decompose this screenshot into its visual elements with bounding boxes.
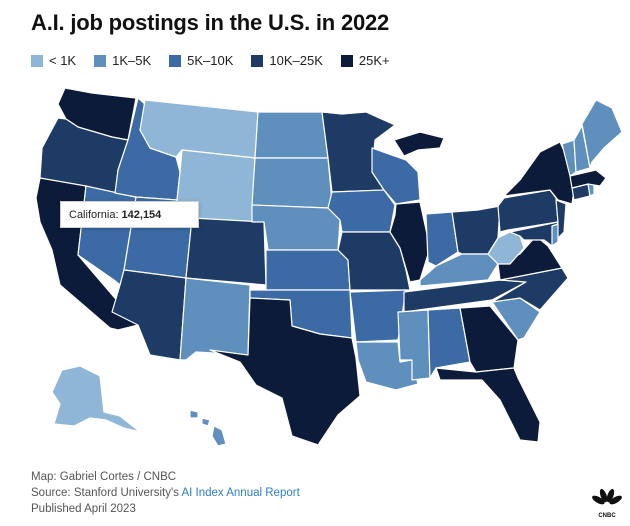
state-ND[interactable] [254,111,329,159]
legend-item-10k-25k: 10K–25K [251,53,323,68]
source-prefix: Source: Stanford University's [31,487,182,499]
chart-title: A.I. job postings in the U.S. in 2022 [31,10,390,35]
state-MA[interactable] [569,169,607,189]
state-WI[interactable] [371,147,421,205]
state-WV[interactable] [487,231,525,265]
state-IL[interactable] [389,201,431,283]
state-SD[interactable] [251,157,333,209]
state-VA[interactable] [497,235,563,281]
state-MD[interactable] [509,221,559,247]
cnbc-logo: CNBC [592,488,622,519]
legend-swatch [251,54,264,67]
legend-label: < 1K [49,53,77,68]
state-ME[interactable] [581,99,623,169]
state-IN[interactable] [425,211,459,267]
legend-label: 5K–10K [187,53,234,68]
state-AK[interactable] [51,365,141,433]
legend: < 1K 1K–5K 5K–10K 10K–25K 25K+ [31,53,408,68]
legend-label: 10K–25K [269,53,323,68]
tooltip-state: California: [69,208,119,221]
footer: Map: Gabriel Cortes / CNBC Source: Stanf… [31,469,300,517]
state-NC[interactable] [491,267,569,311]
legend-swatch [94,54,107,67]
legend-swatch [340,54,353,67]
state-TX[interactable] [209,297,361,446]
us-choropleth-map [35,87,623,447]
published-date: Published April 2023 [31,503,136,515]
state-CO[interactable] [185,217,267,286]
tooltip: California: 142,154 [60,201,199,228]
state-HI-3[interactable] [201,417,211,427]
source-link[interactable]: AI Index Annual Report [181,487,300,499]
map-credit: Map: Gabriel Cortes / CNBC [31,471,177,483]
state-NM[interactable] [179,277,251,361]
source-line: Source: Stanford University's AI Index A… [31,485,300,501]
state-AL[interactable] [427,307,471,379]
legend-item-5k-10k: 5K–10K [169,53,233,68]
state-MT[interactable] [139,99,259,159]
legend-swatch [169,54,182,67]
tooltip-value: 142,154 [121,208,162,221]
state-FL[interactable] [435,367,541,443]
state-HI-2[interactable] [189,409,199,419]
legend-label: 1K–5K [112,53,152,68]
legend-item-25k-plus: 25K+ [340,53,390,68]
state-AR[interactable] [349,289,407,343]
legend-item-1k-5k: 1K–5K [94,53,151,68]
legend-label: 25K+ [358,53,390,68]
state-LA[interactable] [355,341,419,391]
state-MI-upper[interactable] [393,131,445,157]
legend-swatch [31,54,43,67]
logo-text: CNBC [598,513,616,519]
state-HI[interactable] [211,425,227,447]
state-TN[interactable] [403,279,527,313]
state-KS[interactable] [265,249,351,291]
state-AZ[interactable] [111,269,187,361]
state-DE[interactable] [551,223,559,247]
legend-item-lt1k: < 1K [31,53,76,68]
